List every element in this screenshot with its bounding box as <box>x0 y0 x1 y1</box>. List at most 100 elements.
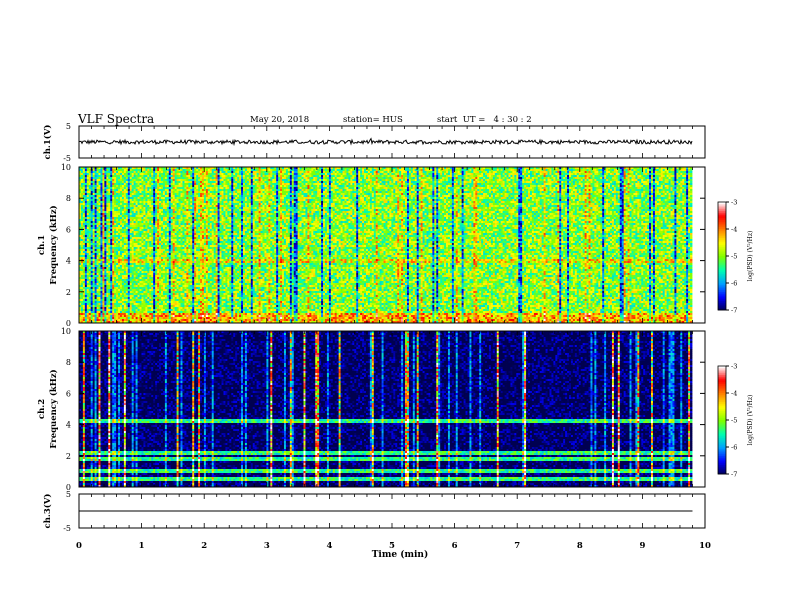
ch1-spec-cell <box>483 173 486 176</box>
ch1-spec-cell <box>123 167 127 170</box>
ch1-spec-cell <box>188 167 191 170</box>
ch1-spec-cell <box>654 171 658 174</box>
ch1-spec-cell <box>565 167 568 170</box>
ch1-spec-cell <box>660 177 664 180</box>
ch1-spec-cell <box>637 177 640 180</box>
ch1-spec-cell <box>496 175 500 178</box>
ch1-spec-cell <box>379 171 382 174</box>
ch1-spec-cell <box>444 173 447 176</box>
ch1-spec-cell <box>360 177 363 180</box>
ch1-spec-cell <box>258 171 261 174</box>
ch1-spec-cell <box>149 177 152 180</box>
ch1-spec-cell <box>293 177 297 180</box>
ch1-spec-cell <box>147 169 150 172</box>
ch1-spec-cell <box>239 179 242 182</box>
ch1-spec-cell <box>172 171 176 174</box>
ch1-spec-cell <box>307 179 310 182</box>
ch1-spec-cell <box>670 171 673 174</box>
ch1-spec-cell <box>539 173 543 176</box>
ch1-spec-cell <box>602 173 605 176</box>
ch1-spec-cell <box>127 173 131 176</box>
ch1-spec-cell <box>116 169 119 172</box>
ch1-spec-cell <box>336 171 340 174</box>
ch1-spec-cell <box>449 173 453 176</box>
ch1-spec-cell <box>660 167 664 170</box>
ch1-spec-cell <box>598 175 601 178</box>
ch1-spec-cell <box>430 171 433 174</box>
ch1-spec-cell <box>500 177 504 180</box>
ch1-spec-cell <box>79 175 82 178</box>
ch1-spec-cell <box>490 169 494 172</box>
ch1-spec-cell <box>432 169 435 172</box>
ch1-spec-cell <box>465 175 468 178</box>
ch1-spec-cell <box>405 167 408 170</box>
ch1-spec-cell <box>295 167 299 170</box>
ch1-spec-cell <box>387 167 390 170</box>
ch1-spec-cell <box>106 173 109 176</box>
ch1-spec-cell <box>131 177 135 180</box>
ch1-spec-cell <box>467 173 470 176</box>
ch1-spec-cell <box>379 177 382 180</box>
ch1-spec-cell <box>584 167 587 170</box>
ch1-spec-cell <box>600 169 603 172</box>
ch1-spec-cell <box>418 169 422 172</box>
ch1-spec-cell <box>295 171 299 174</box>
ch1-spec-cell <box>551 167 554 170</box>
ch1-spec-cell <box>282 171 285 174</box>
ch1-spec-cell <box>254 179 258 182</box>
ch1-spec-cell <box>649 167 652 170</box>
ch1-spec-cell <box>86 179 90 182</box>
ch1-spec-cell <box>567 175 570 178</box>
ch1-spec-cell <box>98 175 101 178</box>
ch1-spec-cell <box>459 173 463 176</box>
ch1-spec-cell <box>137 175 140 178</box>
ch1-spec-cell <box>627 169 630 172</box>
ch1-spec-cell <box>365 175 369 178</box>
ch1-spec-cell <box>526 175 529 178</box>
ch1-spec-cell <box>584 169 587 172</box>
ch1-spec-cell <box>668 169 671 172</box>
ch1-spec-cell <box>237 173 240 176</box>
ch1-spec-cell <box>488 177 492 180</box>
ch1-spec-cell <box>184 171 187 174</box>
ch1-spec-cell <box>192 167 195 170</box>
ch1-spec-cell <box>479 169 482 172</box>
ch1-spec-cell <box>217 171 220 174</box>
ch1-spec-cell <box>639 173 642 176</box>
ch1-spec-cell <box>426 175 429 178</box>
ch1-spec-cell <box>264 179 267 182</box>
ch1-spec-cell <box>494 169 498 172</box>
ch1-spec-cell <box>613 173 617 176</box>
ch1-spec-cell <box>688 169 691 172</box>
ch1-spec-cell <box>592 177 595 180</box>
ch1-spec-cell <box>92 173 96 176</box>
ch1-spec-cell <box>676 173 679 176</box>
ch1-spec-cell <box>123 171 127 174</box>
ch1-spec-cell <box>184 175 187 178</box>
ch1-spec-cell <box>469 169 472 172</box>
ch1-spec-cell <box>563 171 566 174</box>
ch1-spec-cell <box>328 179 332 182</box>
ch1-spec-cell <box>446 177 449 180</box>
ch1-spec-cell <box>686 169 689 172</box>
ch1-spec-cell <box>96 179 99 182</box>
ch1-spec-cell <box>438 171 441 174</box>
ch1-spec-cell <box>610 173 613 176</box>
ch1-spec-cell <box>473 169 476 172</box>
ch1-spec-cell <box>451 175 455 178</box>
ch1-spec-cell <box>477 171 480 174</box>
ch1-spec-cell <box>625 175 628 178</box>
ch1-spec-cell <box>440 175 443 178</box>
ch1-spec-cell <box>658 169 662 172</box>
ch1-spec-cell <box>194 169 197 172</box>
ch1-spec-cell <box>377 171 381 174</box>
ch1-spec-cell <box>611 169 615 172</box>
ch1-spec-cell <box>483 175 486 178</box>
ch1-spec-cell <box>241 167 244 170</box>
ch1-spec-cell <box>184 177 187 180</box>
ch1-spec-cell <box>518 173 521 176</box>
ch1-spec-cell <box>155 175 158 178</box>
ch1-spec-cell <box>397 177 400 180</box>
ch1-spec-cell <box>96 175 99 178</box>
